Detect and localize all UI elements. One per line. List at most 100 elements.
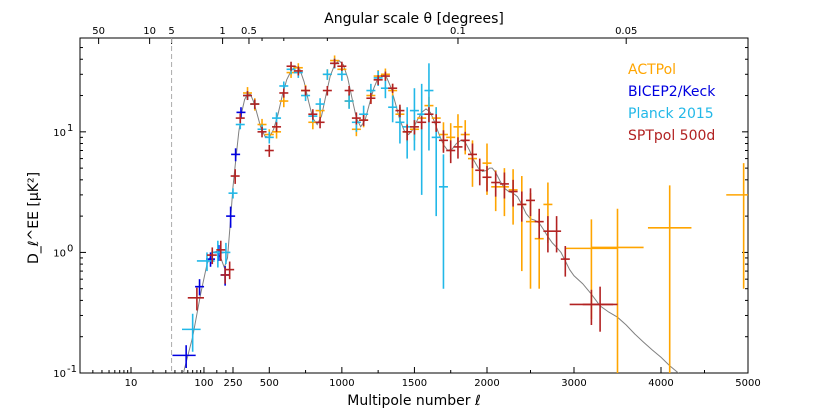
data-point — [225, 261, 235, 280]
x-axis-title: Multipole number ℓ — [347, 393, 481, 409]
top-x-tick-label: 50 — [92, 26, 105, 37]
data-point — [409, 120, 419, 135]
data-point — [293, 66, 303, 76]
data-point — [726, 163, 748, 289]
data-point — [438, 130, 448, 153]
data-point — [395, 104, 405, 118]
data-point — [647, 185, 692, 373]
top-x-tick-label: 10 — [143, 26, 156, 37]
x-tick-label: 10 — [125, 378, 138, 389]
y-tick-exponent: 1 — [67, 123, 73, 134]
data-point — [272, 122, 282, 132]
x-tick-label: 5000 — [735, 378, 760, 389]
data-point — [301, 85, 311, 96]
x-tick-label: 1500 — [402, 378, 427, 389]
series-planck-2015 — [182, 58, 448, 352]
data-point — [482, 166, 492, 192]
data-point — [344, 94, 354, 109]
data-point — [467, 143, 477, 169]
data-point — [491, 171, 501, 197]
data-point — [582, 286, 618, 332]
x-tick-label: 1000 — [329, 378, 354, 389]
data-point — [388, 95, 398, 123]
data-point — [380, 71, 390, 81]
data-point — [330, 58, 340, 68]
data-point — [517, 191, 527, 222]
data-point — [591, 208, 644, 373]
data-point — [231, 148, 241, 162]
y-tick-exponent: 0 — [67, 243, 73, 254]
series-layer — [172, 55, 748, 373]
data-point — [187, 287, 204, 311]
data-point — [337, 61, 347, 71]
legend-entry: BICEP2/Keck — [628, 84, 716, 100]
data-point — [446, 140, 456, 164]
data-point — [228, 188, 238, 199]
data-point — [517, 176, 527, 272]
data-point — [322, 85, 332, 96]
data-point — [230, 169, 240, 184]
data-point — [315, 116, 325, 129]
data-point — [235, 113, 245, 124]
data-point — [569, 289, 614, 326]
top-x-tick-label: 0.5 — [241, 26, 257, 37]
data-point — [424, 63, 434, 151]
data-point — [286, 61, 296, 71]
top-x-tick-label: 0.1 — [450, 26, 466, 37]
data-point — [388, 83, 398, 93]
data-point — [460, 131, 470, 151]
top-x-tick-label: 0.05 — [615, 26, 637, 37]
y-tick-label: 10 — [53, 248, 66, 259]
data-point — [344, 85, 354, 96]
data-point — [220, 242, 231, 265]
data-point — [216, 240, 226, 261]
data-point — [508, 179, 518, 207]
data-point — [315, 98, 325, 111]
data-point — [243, 91, 253, 101]
data-point — [438, 154, 448, 289]
data-point — [499, 172, 509, 199]
y-tick-label: 10 — [53, 128, 66, 139]
data-point — [308, 109, 318, 120]
data-point — [172, 345, 196, 369]
data-point — [206, 247, 217, 265]
data-point — [417, 83, 427, 195]
data-point — [279, 88, 289, 98]
data-point — [264, 131, 274, 144]
legend-entry: Planck 2015 — [628, 106, 714, 122]
top-x-axis-title: Angular scale θ [degrees] — [324, 11, 504, 27]
data-point — [250, 99, 260, 109]
data-point — [560, 246, 570, 277]
data-point — [431, 114, 441, 132]
x-tick-label: 2000 — [474, 378, 499, 389]
x-tick-label: 500 — [260, 378, 279, 389]
data-point — [182, 313, 201, 352]
data-point — [373, 75, 383, 85]
data-point — [453, 137, 463, 159]
data-point — [322, 69, 332, 80]
data-point — [543, 216, 553, 253]
data-point — [526, 188, 535, 217]
data-point — [424, 107, 434, 123]
data-point — [351, 112, 361, 125]
top-x-tick-label: 5 — [168, 26, 174, 37]
data-point — [402, 124, 412, 141]
y-tick-label: 10 — [53, 369, 66, 380]
series-sptpol-500d — [187, 58, 618, 332]
legend-entry: ACTPol — [628, 62, 676, 78]
data-point — [475, 158, 485, 186]
data-point — [264, 144, 274, 157]
data-point — [226, 206, 236, 228]
data-point — [220, 267, 230, 284]
data-point — [366, 92, 376, 105]
x-tick-label: 3000 — [561, 378, 586, 389]
data-point — [409, 88, 419, 151]
y-tick-exponent: -1 — [67, 364, 77, 375]
theory-curve — [182, 59, 680, 373]
data-point — [534, 208, 544, 239]
legend: ACTPol BICEP2/Keck Planck 2015 SPTpol 500d — [628, 62, 716, 144]
data-point — [359, 114, 369, 126]
data-point — [257, 126, 267, 138]
